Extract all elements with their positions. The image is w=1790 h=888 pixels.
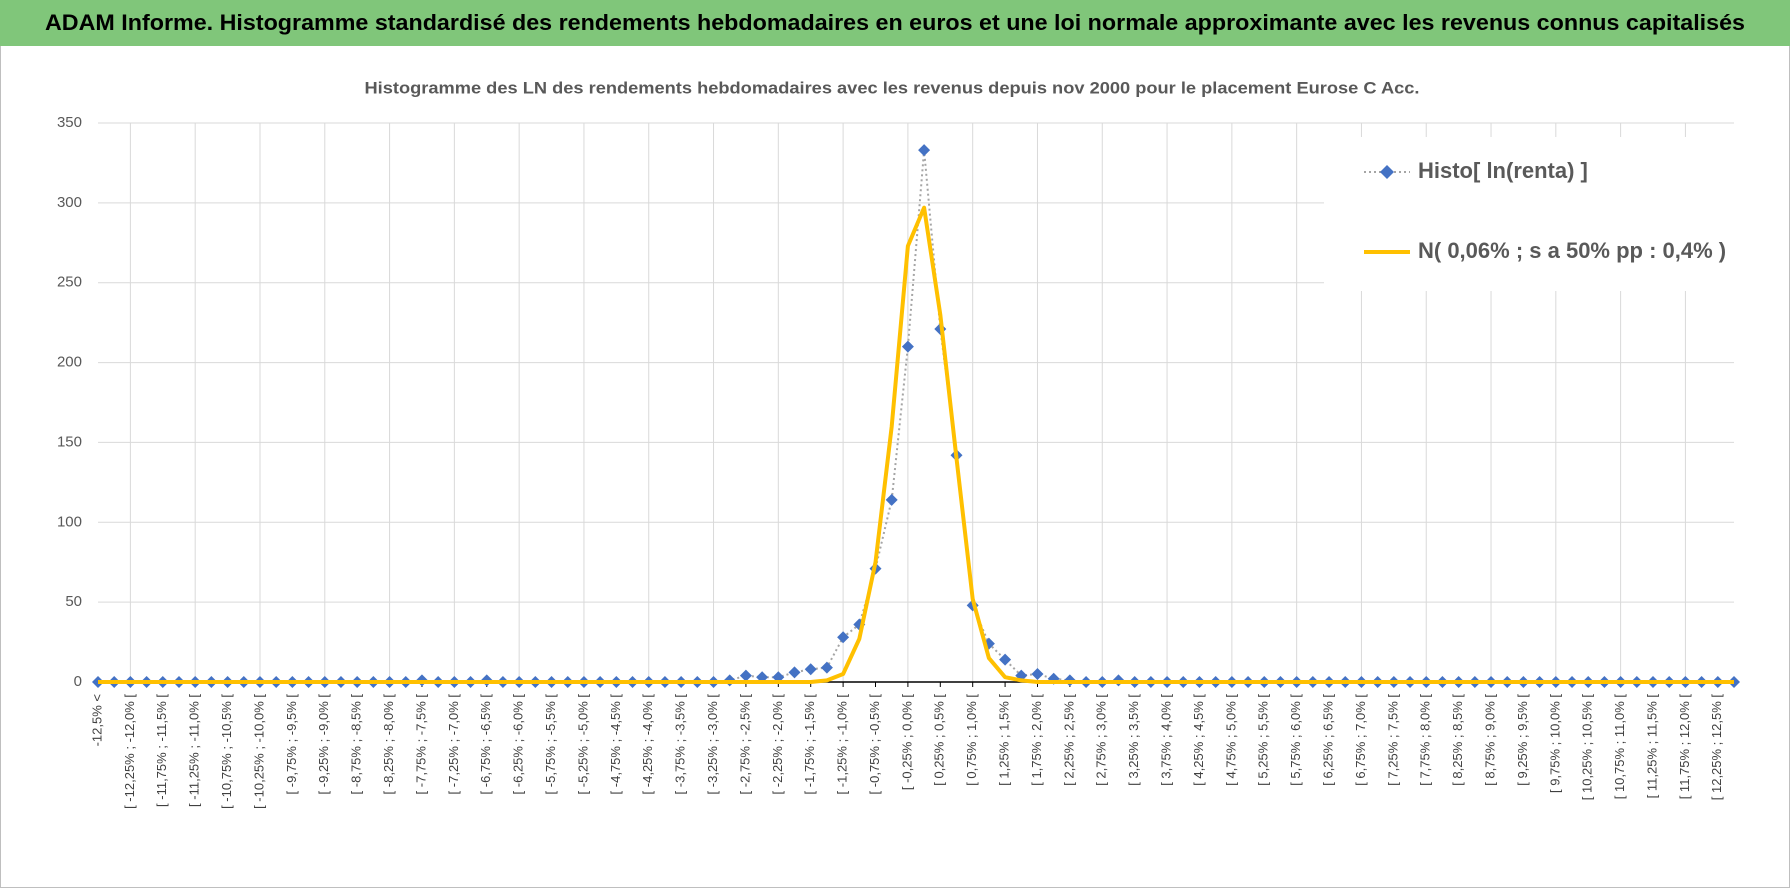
series-line xyxy=(98,205,1734,684)
x-tick-label: [ 0,75% ; 1,0% [ xyxy=(964,694,979,786)
marker xyxy=(885,493,898,506)
x-tick-label: [ 8,75% ; 9,0% [ xyxy=(1482,694,1497,786)
x-tick-label: [ 1,75% ; 2,0% [ xyxy=(1029,694,1044,786)
x-tick-label: [ -6,75% ; -6,5% [ xyxy=(478,694,493,795)
legend-box xyxy=(1324,137,1735,291)
x-tick-label: [ 10,25% ; 10,5% [ xyxy=(1580,694,1595,801)
x-tick-label: [ -8,25% ; -8,0% [ xyxy=(381,694,396,795)
x-tick-label: [ -1,75% ; -1,5% [ xyxy=(802,694,817,795)
x-tick-label: [ -5,75% ; -5,5% [ xyxy=(543,694,558,795)
legend: Histo[ ln(renta) ] N( 0,06% ; s a 50% pp … xyxy=(1364,158,1726,263)
legend-label: Histo[ ln(renta) ] xyxy=(1418,158,1588,183)
x-tick-label: [ -8,75% ; -8,5% [ xyxy=(349,694,364,795)
x-tick-label: [ 8,25% ; 8,5% [ xyxy=(1450,694,1465,786)
x-tick-label: [ -10,25% ; -10,0% [ xyxy=(251,694,266,809)
y-tick-label: 200 xyxy=(57,354,82,371)
y-tick-label: 100 xyxy=(57,513,82,530)
marker xyxy=(820,661,833,674)
marker xyxy=(788,666,801,679)
x-tick-label: [ 7,75% ; 8,0% [ xyxy=(1418,694,1433,786)
marker xyxy=(999,653,1012,666)
marker xyxy=(837,631,850,644)
plot xyxy=(92,144,1740,688)
x-tick-label: [ -10,75% ; -10,5% [ xyxy=(219,694,234,809)
x-tick-label: [ -9,75% ; -9,5% [ xyxy=(284,694,299,795)
x-tick-label: [ -0,25% ; 0,0% [ xyxy=(899,694,914,790)
x-tick-label: [ 3,75% ; 4,0% [ xyxy=(1159,694,1174,786)
x-tick-label: [ 7,25% ; 7,5% [ xyxy=(1385,694,1400,786)
x-tick-label: [ -1,25% ; -1,0% [ xyxy=(835,694,850,795)
x-tick-label: [ -5,25% ; -5,0% [ xyxy=(575,694,590,795)
x-tick-label: [ -2,75% ; -2,5% [ xyxy=(737,694,752,795)
x-tick-label: [ -11,75% ; -11,5% [ xyxy=(154,694,169,807)
marker xyxy=(739,669,752,682)
x-tick-label: [ 2,75% ; 3,0% [ xyxy=(1094,694,1109,786)
x-tick-label: [ -7,25% ; -7,0% [ xyxy=(446,694,461,795)
x-tick-label: [ -7,75% ; -7,5% [ xyxy=(413,694,428,795)
page-title: ADAM Informe. Histogramme standardisé de… xyxy=(45,10,1745,35)
legend-label: N( 0,06% ; s a 50% pp : 0,4% ) xyxy=(1418,238,1726,263)
x-tick-label: [ 12,25% ; 12,5% [ xyxy=(1709,694,1724,801)
y-tick-label: 250 xyxy=(57,274,82,291)
x-tick-label: [ 6,75% ; 7,0% [ xyxy=(1353,694,1368,786)
x-tick-label: [ 5,75% ; 6,0% [ xyxy=(1288,694,1303,786)
legend-marker xyxy=(1380,165,1394,179)
x-tick-label: [ -3,25% ; -3,0% [ xyxy=(705,694,720,795)
marker xyxy=(1031,668,1044,681)
x-tick-label: [ 5,25% ; 5,5% [ xyxy=(1256,694,1271,786)
x-tick-label: [ 11,25% ; 11,5% [ xyxy=(1644,694,1659,799)
y-tick-label: 50 xyxy=(65,593,82,610)
x-tick-label: [ -2,25% ; -2,0% [ xyxy=(770,694,785,795)
x-tick-label: [ -3,75% ; -3,5% [ xyxy=(673,694,688,795)
x-tick-label: [ -11,25% ; -11,0% [ xyxy=(187,694,202,807)
marker xyxy=(901,340,914,353)
x-tick-label: [ -9,25% ; -9,0% [ xyxy=(316,694,331,795)
x-tick-label: [ -6,25% ; -6,0% [ xyxy=(511,694,526,795)
x-tick-label: [ 0,25% ; 0,5% [ xyxy=(932,694,947,786)
x-tick-label: -12,5% < xyxy=(89,694,104,746)
x-tick-label: [ 1,25% ; 1,5% [ xyxy=(997,694,1012,786)
y-tick-label: 0 xyxy=(74,673,82,690)
x-tick-label: [ 3,25% ; 3,5% [ xyxy=(1126,694,1141,786)
y-tick-label: 350 xyxy=(57,114,82,131)
x-tick-label: [ -4,25% ; -4,0% [ xyxy=(640,694,655,795)
x-tick-label: [ -4,75% ; -4,5% [ xyxy=(608,694,623,795)
x-tick-label: [ 4,75% ; 5,0% [ xyxy=(1223,694,1238,786)
y-tick-label: 150 xyxy=(57,433,82,450)
x-tick-label: [ 9,25% ; 9,5% [ xyxy=(1515,694,1530,786)
x-tick-label: [ 11,75% ; 12,0% [ xyxy=(1677,694,1692,800)
x-tick-label: [ -0,75% ; -0,5% [ xyxy=(867,694,882,795)
x-tick-label: [ 9,75% ; 10,0% [ xyxy=(1547,694,1562,793)
marker xyxy=(918,144,931,157)
x-tick-label: [ 10,75% ; 11,0% [ xyxy=(1612,694,1627,800)
x-tick-label: [ 2,25% ; 2,5% [ xyxy=(1061,694,1076,786)
marker xyxy=(804,663,817,676)
x-tick-label: [ 6,25% ; 6,5% [ xyxy=(1320,694,1335,786)
banner xyxy=(0,0,1790,46)
chart-title: Histogramme des LN des rendements hebdom… xyxy=(365,78,1420,97)
x-tick-label: [ 4,25% ; 4,5% [ xyxy=(1191,694,1206,786)
y-tick-label: 300 xyxy=(57,194,82,211)
grid: 0 50 100 150 200 250 300 350 -12,5% < [ -12,25% ;… xyxy=(57,114,1734,809)
x-tick-label: [ -12,25% ; -12,0% [ xyxy=(122,694,137,809)
